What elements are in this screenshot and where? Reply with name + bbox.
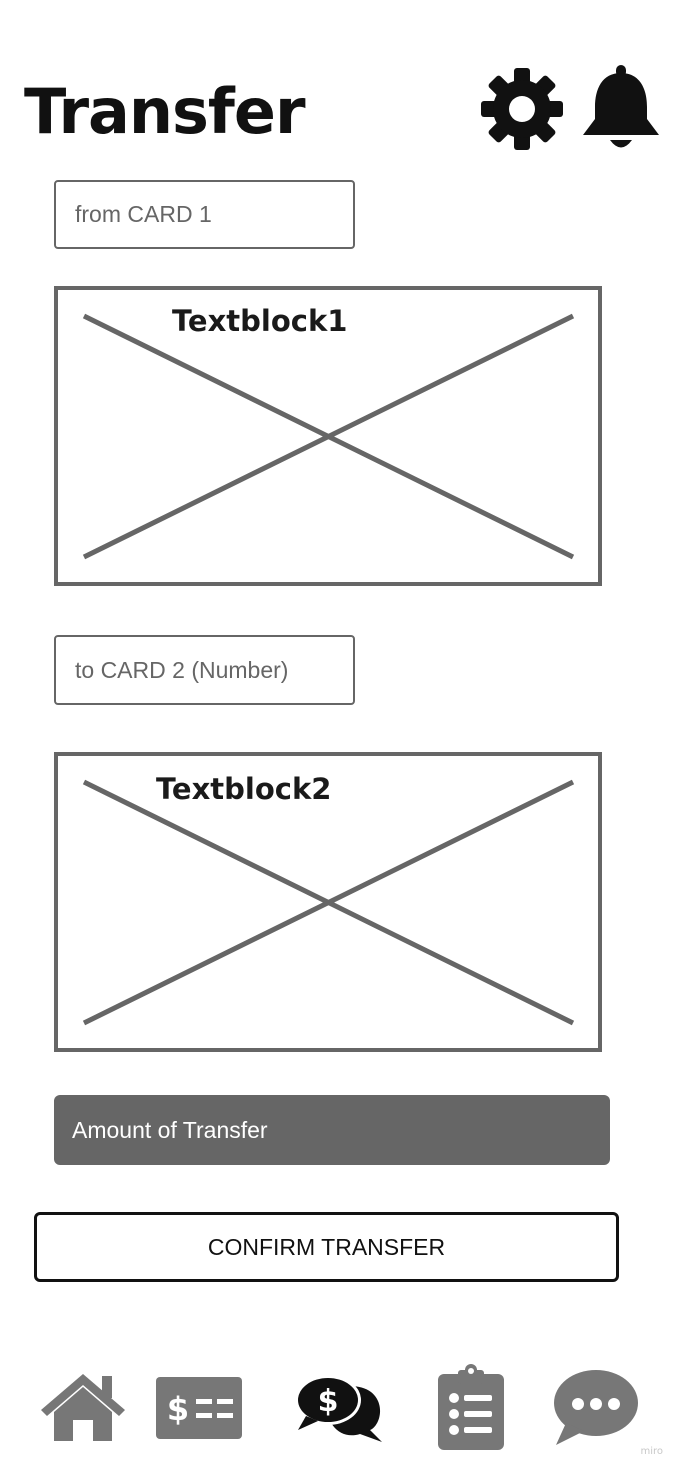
svg-text:$: $ xyxy=(167,1390,189,1428)
textblock2-placeholder: Textblock2 xyxy=(54,752,602,1052)
to-card-field[interactable] xyxy=(54,635,355,705)
clipboard-list-icon xyxy=(438,1364,504,1450)
nav-bills[interactable]: $ xyxy=(156,1377,242,1439)
bottom-nav: $ $ xyxy=(0,1360,679,1460)
textblock1-placeholder: Textblock1 xyxy=(54,286,602,586)
chat-bubble-icon xyxy=(554,1370,638,1445)
textblock2-label: Textblock2 xyxy=(156,772,332,806)
svg-text:$: $ xyxy=(318,1384,339,1419)
placeholder-cross-icon xyxy=(82,313,575,560)
home-icon xyxy=(41,1374,125,1441)
textblock1-label: Textblock1 xyxy=(172,304,348,338)
gear-icon[interactable] xyxy=(481,68,563,150)
placeholder-cross-icon xyxy=(82,779,575,1026)
nav-home[interactable] xyxy=(40,1372,126,1442)
bill-icon: $ xyxy=(156,1377,242,1439)
nav-messages[interactable] xyxy=(552,1369,640,1447)
miro-watermark: miro xyxy=(640,1446,663,1457)
nav-tasks[interactable] xyxy=(438,1364,504,1450)
amount-field[interactable] xyxy=(54,1095,610,1165)
confirm-transfer-button[interactable]: CONFIRM TRANSFER xyxy=(34,1212,619,1282)
page-title: Transfer xyxy=(24,75,306,148)
money-chat-icon: $ xyxy=(296,1375,382,1442)
bell-icon[interactable] xyxy=(582,65,660,153)
from-card-field[interactable] xyxy=(54,180,355,249)
nav-money-chat[interactable]: $ xyxy=(296,1374,384,1444)
